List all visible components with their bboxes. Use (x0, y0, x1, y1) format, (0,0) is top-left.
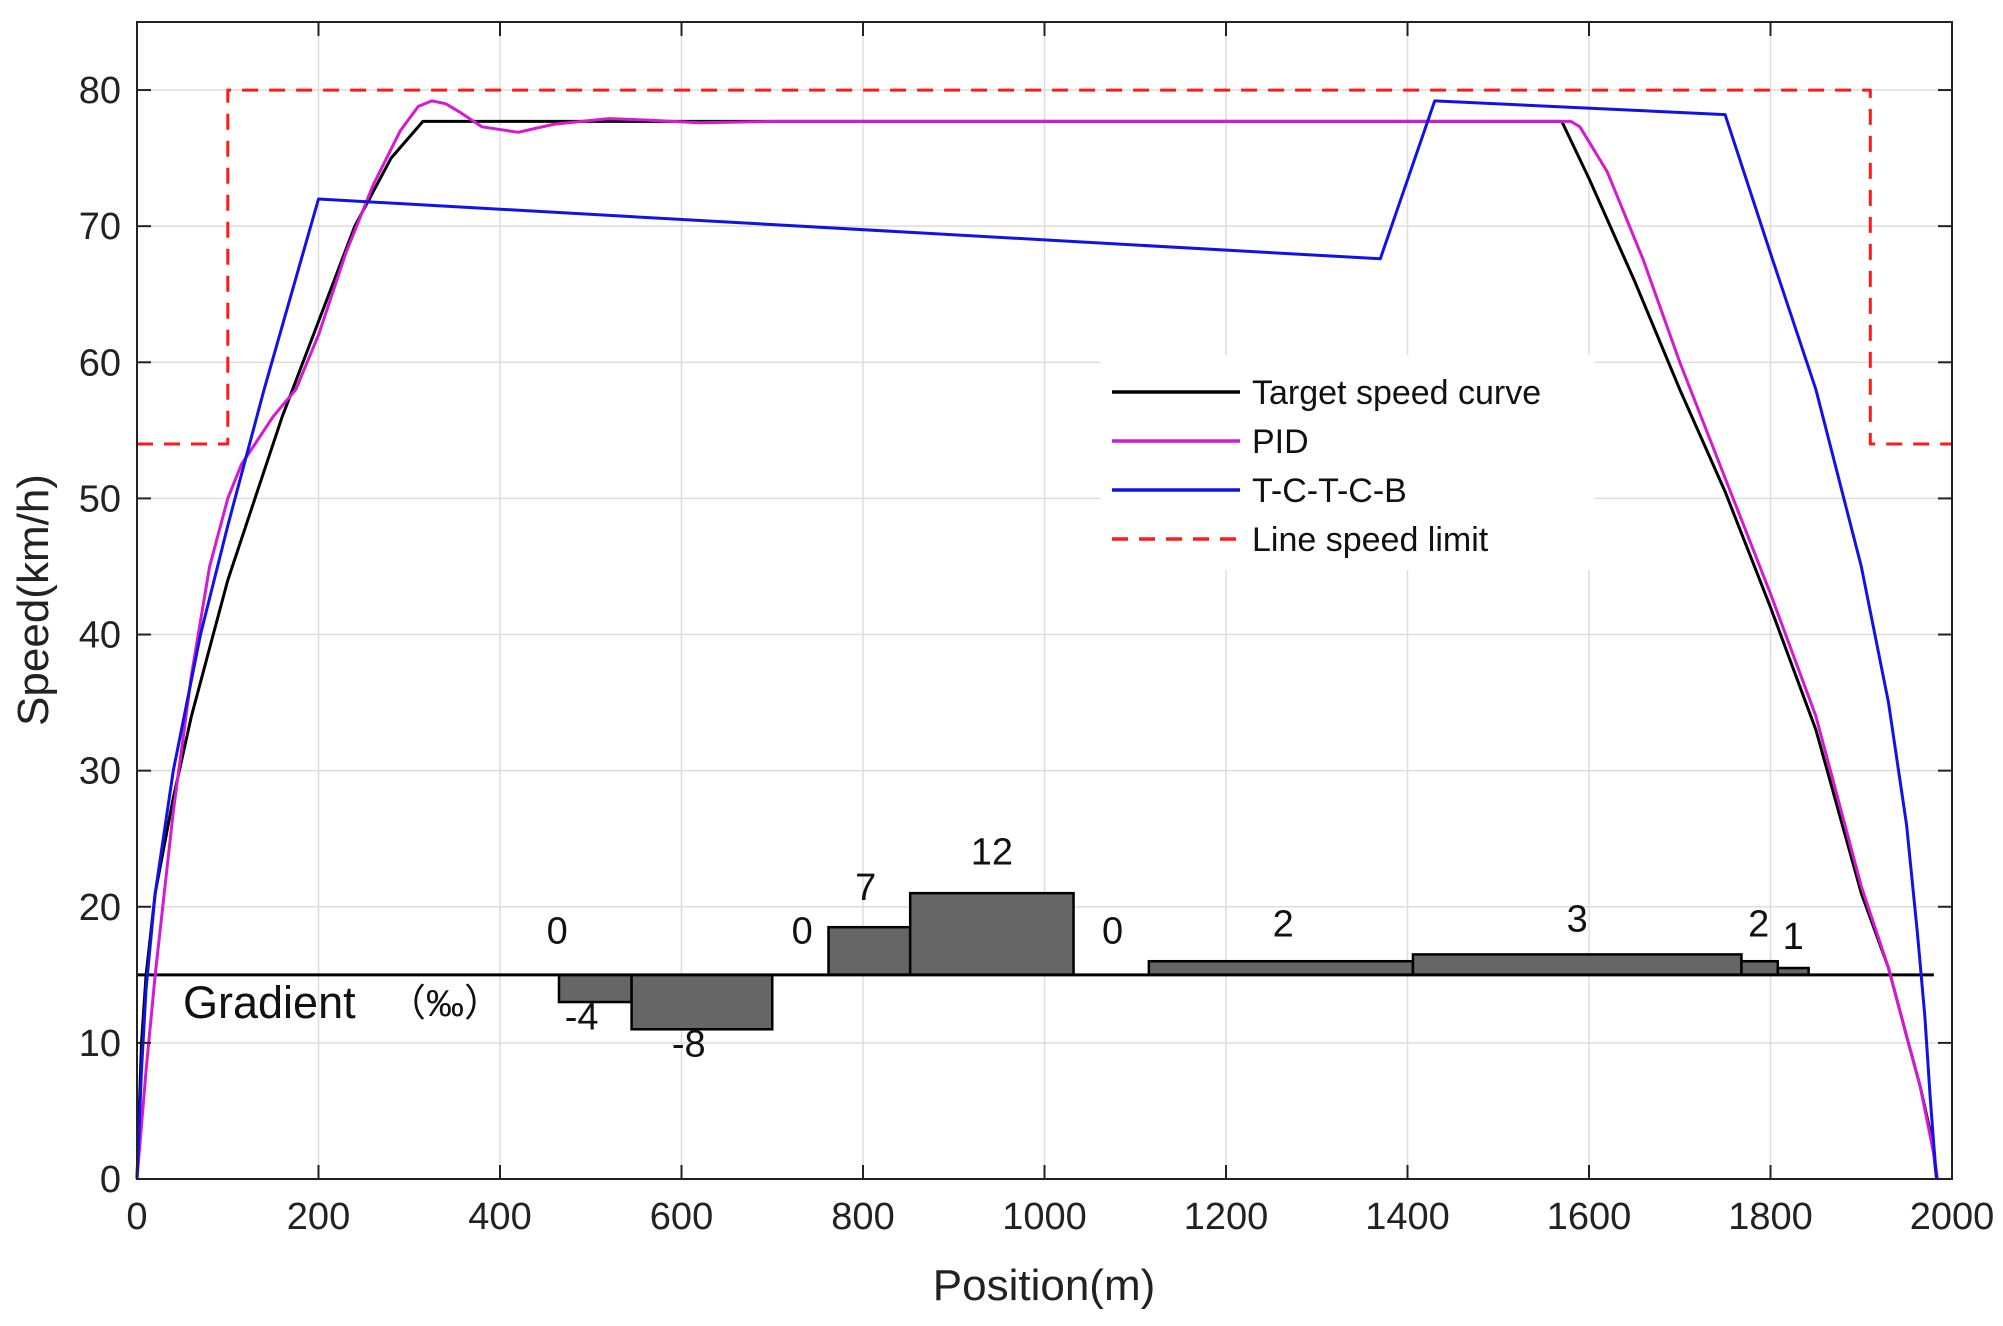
gradient-value-label: 2 (1748, 904, 1769, 946)
x-tick-label: 2000 (1910, 1196, 1995, 1238)
gradient-value-label: 7 (855, 867, 876, 909)
legend: Target speed curve PID T-C-T-C-B Line speed… (1100, 355, 1595, 570)
gradient-value-label: 0 (547, 911, 568, 953)
x-tick-label: 800 (831, 1196, 894, 1238)
series-line-3 (135, 99, 1939, 1180)
gradient-unit: （‰） (388, 983, 502, 1025)
axis-ticks: 0 200 400 600 800 1000 1200 1400 1600 1800 2000010… (79, 22, 1995, 1238)
y-tick-label: 40 (79, 615, 121, 657)
gradient-value-label: 2 (1273, 904, 1294, 946)
gradient-value-label: -4 (565, 996, 599, 1038)
legend-label-4: Line speed limit (1252, 521, 1489, 559)
gradient-value-label: 0 (792, 911, 813, 953)
gradient-value-label: -8 (672, 1023, 706, 1065)
y-tick-label: 80 (79, 70, 121, 112)
x-tick-label: 1000 (1002, 1196, 1087, 1238)
x-tick-label: 600 (650, 1196, 713, 1238)
legend-label-3: T-C-T-C-B (1252, 472, 1407, 510)
gradient-segment (827, 925, 912, 977)
y-tick-label: 0 (100, 1159, 121, 1201)
y-tick-label: 20 (79, 887, 121, 929)
x-axis-label: Position(m) (933, 1261, 1156, 1310)
y-axis-label: Speed(km/h) (9, 474, 58, 726)
y-tick-label: 60 (79, 342, 121, 384)
gradient-segment (557, 973, 633, 1004)
gradient-segment (1740, 959, 1780, 977)
gradient-value-label: 1 (1783, 916, 1804, 958)
gradient-segment (630, 973, 774, 1031)
gradient-segment (908, 891, 1075, 977)
x-tick-label: 1800 (1728, 1196, 1813, 1238)
x-tick-label: 1400 (1365, 1196, 1450, 1238)
x-tick-label: 1200 (1184, 1196, 1269, 1238)
gradient-segment (1411, 953, 1743, 977)
x-tick-label: 200 (287, 1196, 350, 1238)
series-lines (135, 88, 1952, 1180)
gradient-label: Gradient (183, 977, 356, 1028)
series-line-2 (135, 99, 1939, 1180)
y-tick-label: 50 (79, 478, 121, 520)
x-tick-label: 400 (468, 1196, 531, 1238)
gradient-value-label: 3 (1567, 898, 1588, 940)
y-tick-label: 10 (79, 1023, 121, 1065)
gradient-segment (1147, 959, 1415, 977)
y-tick-label: 30 (79, 751, 121, 793)
gradient-value-label: 0 (1102, 911, 1123, 953)
legend-label-2: PID (1252, 423, 1309, 461)
y-tick-label: 70 (79, 206, 121, 248)
x-tick-label: 0 (126, 1196, 147, 1238)
gradient-value-label: 12 (971, 832, 1013, 874)
legend-label-1: Target speed curve (1252, 374, 1541, 412)
x-tick-label: 1600 (1547, 1196, 1632, 1238)
